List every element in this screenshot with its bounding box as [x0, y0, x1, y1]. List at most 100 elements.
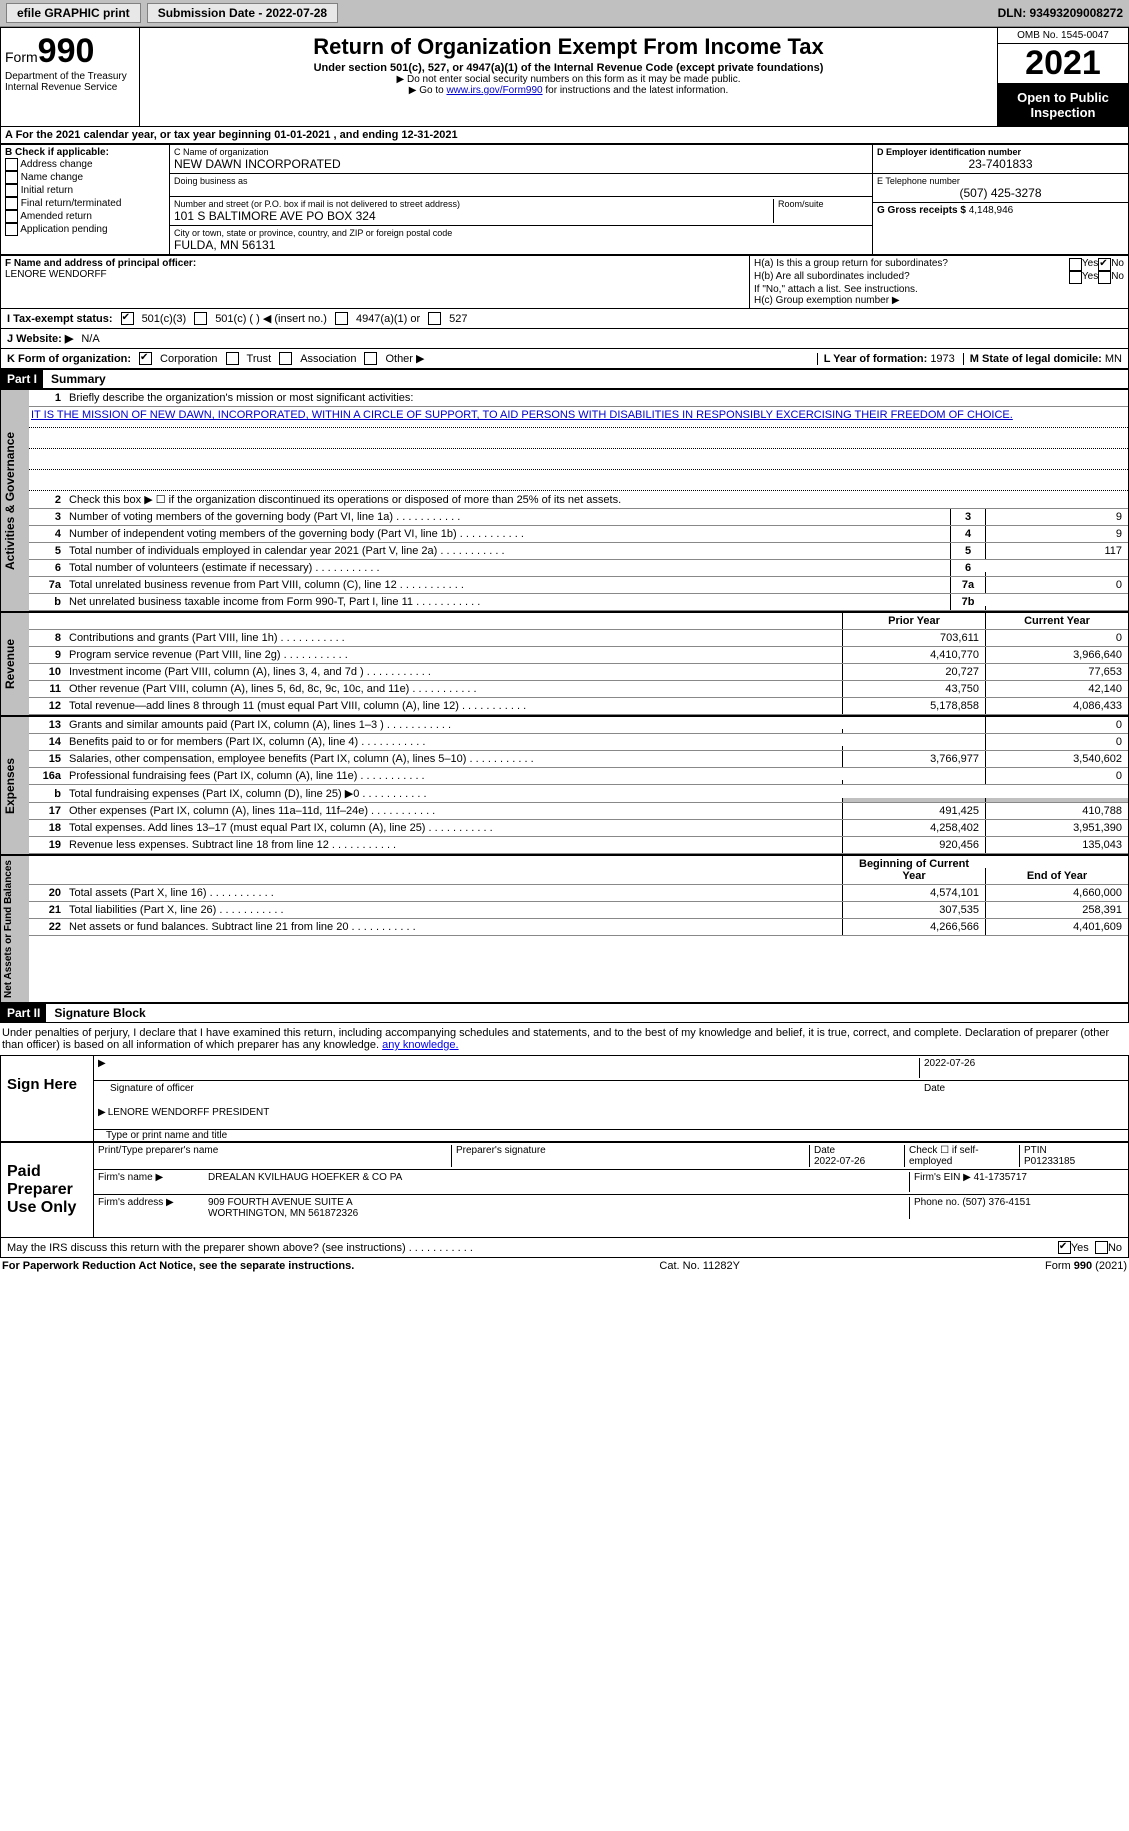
note2-pre: ▶ Go to [409, 85, 447, 96]
phone-cell: E Telephone number (507) 425-3278 [873, 174, 1128, 203]
website-value: N/A [81, 333, 99, 345]
ha-no: No [1111, 258, 1124, 271]
footer-form-num: 990 [1074, 1260, 1092, 1272]
k-row: K Form of organization: Corporation Trus… [0, 349, 1129, 369]
ha-yes-chk[interactable] [1069, 258, 1082, 271]
paid-body: Print/Type preparer's name Preparer's si… [94, 1143, 1128, 1237]
irs-label: Internal Revenue Service [5, 82, 135, 93]
discuss-row: May the IRS discuss this return with the… [0, 1238, 1129, 1258]
h-b-row: H(b) Are all subordinates included? Yes … [754, 271, 1124, 284]
city-value: FULDA, MN 56131 [174, 238, 868, 252]
officer-name: LENORE WENDORFF [5, 269, 745, 280]
chk-501c3[interactable] [121, 312, 134, 325]
ein-value: 23-7401833 [877, 157, 1124, 171]
firm-addr-line: Firm's address ▶ 909 FOURTH AVENUE SUITE… [94, 1195, 1128, 1221]
form-number-box: Form990 Department of the Treasury Inter… [1, 28, 140, 126]
chk-address-change[interactable]: Address change [5, 158, 165, 171]
sig-date-label: Date [924, 1083, 1124, 1103]
hb-yes: Yes [1082, 271, 1098, 284]
money-line-9: 9Program service revenue (Part VIII, lin… [29, 647, 1128, 664]
money-line-17: 17Other expenses (Part IX, column (A), l… [29, 803, 1128, 820]
section-b: B Check if applicable: Address change Na… [1, 145, 170, 254]
chk-corp[interactable] [139, 352, 152, 365]
k-label: K Form of organization: [7, 353, 131, 365]
tax-year: 2021 [998, 44, 1128, 84]
sign-here-label: Sign Here [1, 1056, 94, 1141]
chk-trust[interactable] [226, 352, 239, 365]
ptin-value: P01233185 [1024, 1156, 1075, 1167]
firm-ein: 41-1735717 [974, 1172, 1027, 1183]
org-name-cell: C Name of organization NEW DAWN INCORPOR… [170, 145, 872, 174]
irs-link[interactable]: www.irs.gov/Form990 [446, 85, 542, 96]
any-knowledge-link[interactable]: any knowledge. [382, 1039, 458, 1051]
hb-no-chk[interactable] [1098, 271, 1111, 284]
mission-link[interactable]: IT IS THE MISSION OF NEW DAWN, INCORPORA… [31, 409, 1013, 421]
part2-bar: Part II [1, 1004, 46, 1022]
m-label: M State of legal domicile: [970, 353, 1102, 365]
self-emp-label: Check ☐ if self-employed [904, 1145, 1019, 1167]
money-line-18: 18Total expenses. Add lines 13–17 (must … [29, 820, 1128, 837]
line2-label: Check this box ▶ ☐ if the organization d… [65, 491, 1128, 508]
chk-amended-return[interactable]: Amended return [5, 210, 165, 223]
ha-no-chk[interactable] [1098, 258, 1111, 271]
hb-yes-chk[interactable] [1069, 271, 1082, 284]
money-line-8: 8Contributions and grants (Part VIII, li… [29, 630, 1128, 647]
chk-other[interactable] [364, 352, 377, 365]
nab-body: Beginning of Current Year End of Year 20… [29, 856, 1128, 1002]
chk-final-return[interactable]: Final return/terminated [5, 197, 165, 210]
firm-phone-label: Phone no. [914, 1197, 960, 1208]
begin-year-header: Beginning of Current Year [842, 856, 985, 884]
chk-501c[interactable] [194, 312, 207, 325]
mission-blank3 [29, 470, 1128, 491]
city-cell: City or town, state or province, country… [170, 226, 872, 254]
chk-name-change[interactable]: Name change [5, 171, 165, 184]
chk-initial-return[interactable]: Initial return [5, 184, 165, 197]
discuss-no-chk[interactable] [1095, 1241, 1108, 1254]
discuss-q: May the IRS discuss this return with the… [7, 1242, 406, 1254]
page-footer: For Paperwork Reduction Act Notice, see … [0, 1258, 1129, 1274]
title-box: Return of Organization Exempt From Incom… [140, 28, 998, 126]
opt-4947: 4947(a)(1) or [356, 313, 420, 325]
chk-assoc[interactable] [279, 352, 292, 365]
firm-addr2: WORTHINGTON, MN 561872326 [208, 1208, 358, 1219]
revenue-header-row: Prior Year Current Year [29, 613, 1128, 630]
print-label: Print/Type preparer's name [98, 1145, 451, 1156]
discuss-yes-chk[interactable] [1058, 1241, 1071, 1254]
b-label: B Check if applicable: [5, 147, 165, 158]
chk-application-pending[interactable]: Application pending [5, 223, 165, 236]
address-cell: Number and street (or P.O. box if mail i… [170, 197, 872, 226]
activities-governance-section: Activities & Governance 1 Briefly descri… [0, 389, 1129, 612]
sig-officer-label: Signature of officer [98, 1083, 924, 1103]
chk-527[interactable] [428, 312, 441, 325]
gov-line-6: 6Total number of volunteers (estimate if… [29, 560, 1128, 577]
form-title: Return of Organization Exempt From Incom… [144, 34, 993, 60]
open-to-public: Open to Public Inspection [998, 84, 1128, 126]
l-value: 1973 [930, 353, 954, 365]
top-toolbar: efile GRAPHIC print Submission Date - 20… [0, 0, 1129, 27]
j-label: J Website: ▶ [7, 332, 73, 345]
org-name-label: C Name of organization [174, 147, 868, 157]
money-line-10: 10Investment income (Part VIII, column (… [29, 664, 1128, 681]
firm-name-line: Firm's name ▶ DREALAN KVILHAUG HOEFKER &… [94, 1170, 1128, 1195]
efile-print-button[interactable]: efile GRAPHIC print [6, 3, 141, 23]
mission-blank1 [29, 428, 1128, 449]
l-label: L Year of formation: [824, 353, 928, 365]
phone-label: E Telephone number [877, 176, 1124, 186]
prior-year-header: Prior Year [842, 613, 985, 629]
submission-date-button[interactable]: Submission Date - 2022-07-28 [147, 3, 338, 23]
paid-preparer-block: Paid Preparer Use Only Print/Type prepar… [0, 1142, 1129, 1238]
signer-name-label: Type or print name and title [94, 1130, 1128, 1141]
form-990-number: 990 [38, 32, 95, 70]
m-value: MN [1105, 353, 1122, 365]
sig-officer-line: 2022-07-26 [94, 1056, 1128, 1081]
prep-date: 2022-07-26 [814, 1156, 865, 1167]
gross-cell: G Gross receipts $ 4,148,946 [873, 203, 1128, 225]
i-label: I Tax-exempt status: [7, 313, 113, 325]
money-line-20: 20Total assets (Part X, line 16)4,574,10… [29, 885, 1128, 902]
dba-label: Doing business as [174, 176, 868, 186]
chk-4947[interactable] [335, 312, 348, 325]
hb-no: No [1111, 271, 1124, 284]
current-year-header: Current Year [985, 613, 1128, 629]
opt-corp: Corporation [160, 353, 217, 365]
gov-line-b: bNet unrelated business taxable income f… [29, 594, 1128, 611]
